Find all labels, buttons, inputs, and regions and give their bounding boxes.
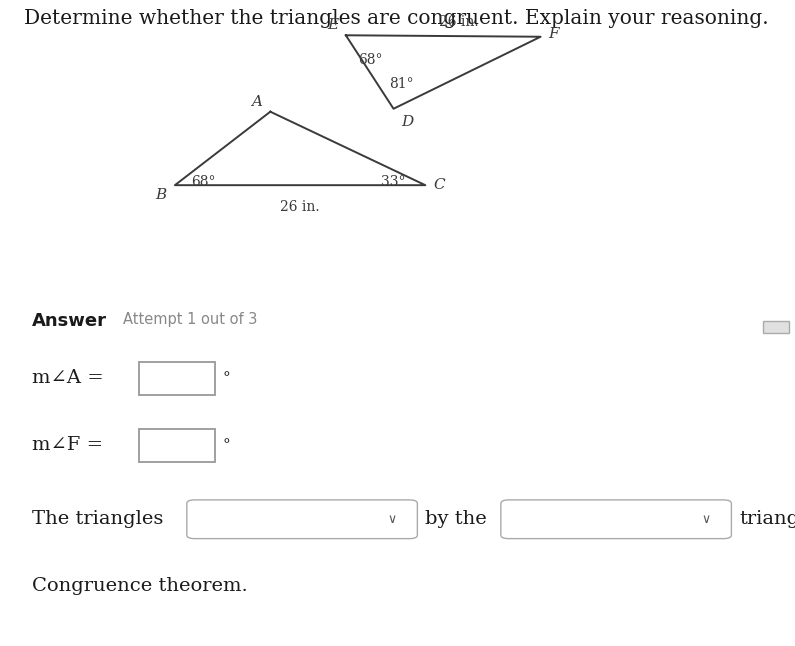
Text: D: D xyxy=(401,114,413,129)
Text: °: ° xyxy=(223,439,231,452)
Text: Attempt 1 out of 3: Attempt 1 out of 3 xyxy=(123,311,258,326)
FancyBboxPatch shape xyxy=(763,322,789,333)
FancyBboxPatch shape xyxy=(187,500,417,539)
Text: B: B xyxy=(156,188,167,202)
Text: Congruence theorem.: Congruence theorem. xyxy=(32,577,247,595)
Text: C: C xyxy=(433,178,445,192)
Text: ∨: ∨ xyxy=(701,513,711,526)
Text: m∠A =: m∠A = xyxy=(32,370,103,388)
FancyBboxPatch shape xyxy=(139,362,215,395)
Text: F: F xyxy=(549,26,559,41)
Text: m∠F =: m∠F = xyxy=(32,436,103,454)
Text: 26 in.: 26 in. xyxy=(440,15,479,28)
Text: 81°: 81° xyxy=(390,77,414,91)
Text: 33°: 33° xyxy=(381,175,405,189)
Text: A: A xyxy=(251,95,262,109)
Text: E: E xyxy=(327,18,338,32)
Text: by the: by the xyxy=(425,510,487,528)
Text: °: ° xyxy=(223,371,231,386)
Text: The triangles: The triangles xyxy=(32,510,163,528)
Text: 68°: 68° xyxy=(191,175,215,189)
FancyBboxPatch shape xyxy=(139,428,215,462)
Text: 68°: 68° xyxy=(358,53,382,67)
Text: ∨: ∨ xyxy=(387,513,397,526)
Text: 26 in.: 26 in. xyxy=(281,200,320,214)
Text: Answer: Answer xyxy=(32,311,107,329)
FancyBboxPatch shape xyxy=(501,500,731,539)
Text: Determine whether the triangles are congruent. Explain your reasoning.: Determine whether the triangles are cong… xyxy=(24,9,769,28)
Text: triangle: triangle xyxy=(739,510,795,528)
